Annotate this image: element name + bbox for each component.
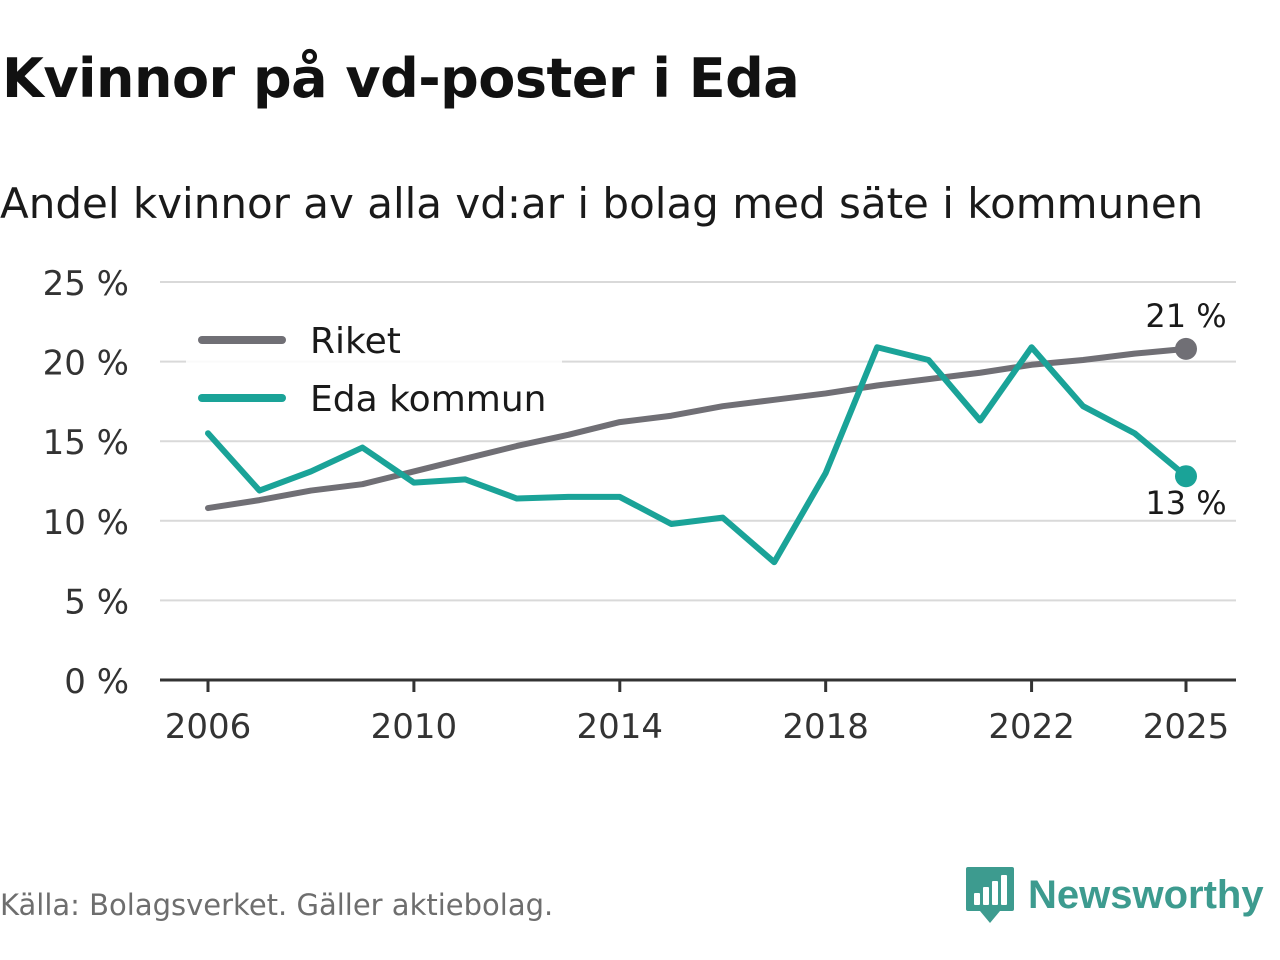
newsworthy-logo-text: Newsworthy [1028,872,1264,917]
data-point-eda-kommun [205,430,211,436]
data-point-eda-kommun [1029,344,1035,350]
data-point-eda-kommun [977,418,983,424]
end-point-eda-kommun [1175,465,1197,488]
x-axis: 2006 2010 2014 2018 2022 2025 [160,678,1236,747]
y-tick-label: 20 % [43,344,129,384]
y-tick-label: 5 % [64,582,129,622]
chart-subtitle: Andel kvinnor av alla vd:ar i bolag med … [0,179,1204,228]
x-tick-label: 2018 [782,707,869,747]
end-label-eda-kommun: 13 % [1145,484,1226,522]
end-label-riket: 21 % [1145,297,1226,335]
x-tick-label: 2006 [165,707,252,747]
data-point-riket [256,497,262,503]
end-point-riket [1175,337,1197,360]
legend-background [186,310,562,430]
data-point-eda-kommun [1080,403,1086,409]
data-point-riket [823,390,829,396]
data-point-riket [1132,351,1138,357]
legend-label-riket: Riket [310,321,401,362]
data-point-riket [359,481,365,487]
data-point-riket [720,403,726,409]
data-point-eda-kommun [823,470,829,476]
end-labels: 21 % 13 % [1142,294,1229,525]
newsworthy-logo: Newsworthy [964,864,1264,926]
legend-label-eda-kommun: Eda kommun [310,379,546,420]
data-point-riket [462,456,468,462]
legend: Riket Eda kommun [186,310,562,430]
data-point-eda-kommun [256,488,262,494]
x-tick-label: 2025 [1143,707,1230,747]
data-point-riket [308,488,314,494]
x-tick-label: 2014 [577,707,664,747]
y-tick-label: 15 % [43,423,129,463]
y-axis-tick-labels: 0 % 5 % 10 % 15 % 20 % 25 % [43,264,129,702]
data-point-eda-kommun [462,476,468,482]
series-line-eda-kommun [205,344,1189,566]
data-point-riket [977,370,983,376]
data-point-eda-kommun [308,468,314,474]
data-point-riket [926,376,932,382]
data-point-eda-kommun [565,494,571,500]
data-point-riket [874,382,880,388]
data-point-eda-kommun [514,496,520,502]
data-point-eda-kommun [359,445,365,451]
data-point-riket [771,397,777,403]
data-point-riket [411,468,417,474]
data-point-riket [565,432,571,438]
y-tick-label: 25 % [43,264,129,304]
data-point-riket [205,505,211,511]
series-lines [205,337,1197,566]
data-point-riket [514,443,520,449]
data-point-eda-kommun [411,480,417,486]
data-point-eda-kommun [1132,430,1138,436]
data-point-eda-kommun [926,357,932,363]
data-point-eda-kommun [668,521,674,527]
source-note: Källa: Bolagsverket. Gäller aktiebolag. [0,888,554,922]
data-point-riket [617,419,623,425]
data-point-eda-kommun [874,344,880,350]
data-point-riket [1029,362,1035,368]
data-point-eda-kommun [720,515,726,521]
x-tick-label: 2022 [988,707,1075,747]
newsworthy-logo-icon [966,867,1014,923]
chart-title: Kvinnor på vd-poster i Eda [2,47,800,110]
data-point-eda-kommun [771,559,777,565]
data-point-eda-kommun [617,494,623,500]
y-tick-label: 10 % [43,503,129,543]
data-point-riket [1080,357,1086,363]
y-tick-label: 0 % [64,662,129,702]
x-tick-label: 2010 [371,707,458,747]
series-line-riket [205,345,1189,512]
data-point-riket [668,413,674,419]
